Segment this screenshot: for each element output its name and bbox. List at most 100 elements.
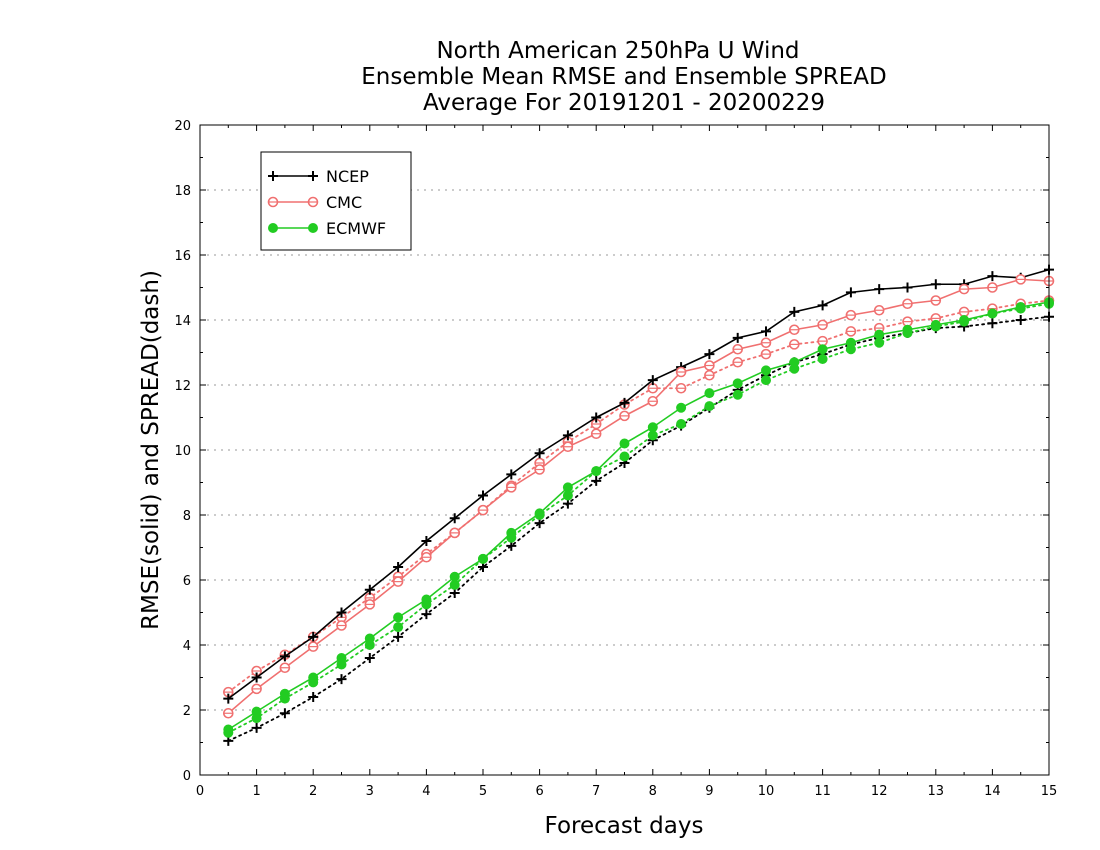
spread-point [1015, 315, 1026, 325]
rmse-line [227, 268, 1050, 700]
spread-line [227, 302, 1050, 734]
legend-label: CMC [326, 193, 362, 212]
rmse-point [279, 688, 290, 699]
series-ncep [223, 311, 1054, 746]
y-tick-label: 6 [183, 574, 191, 589]
rmse-point [789, 306, 800, 317]
legend-marker [268, 171, 278, 181]
rmse-point [591, 466, 602, 477]
spread-point [902, 316, 913, 327]
rmse-point [478, 553, 488, 564]
rmse-point [251, 672, 262, 683]
spread-point [675, 382, 687, 394]
rmse-point [421, 551, 432, 563]
chart-title-line-1: North American 250hPa U Wind [436, 38, 799, 64]
rmse-point [364, 584, 375, 595]
legend-marker [307, 196, 319, 208]
x-tick-label: 7 [592, 784, 600, 799]
rmse-point [534, 464, 545, 475]
x-tick-label: 14 [984, 784, 1001, 799]
rmse-point [223, 693, 234, 704]
x-tick-label: 10 [758, 784, 775, 799]
spread-line [227, 315, 1050, 742]
rmse-point [478, 490, 488, 501]
series-ecmwf [223, 298, 1054, 738]
series-ecmwf-rmse [223, 297, 1054, 735]
spread-point [308, 692, 319, 702]
rmse-point [987, 271, 998, 282]
x-tick-label: 9 [705, 784, 713, 799]
rmse-point [619, 410, 630, 422]
spread-point [393, 631, 404, 642]
legend-box [260, 151, 412, 251]
spread-point [364, 653, 375, 663]
series-cmc [223, 295, 1055, 698]
rmse-point [336, 653, 347, 663]
y-tick-label: 10 [174, 444, 191, 459]
legend: NCEP CMC ECMWF [260, 151, 412, 251]
spread-point [874, 337, 885, 348]
rmse-point [364, 599, 376, 610]
rmse-point [505, 482, 517, 493]
y-axis-label: RMSE(solid) and SPREAD(dash) [138, 270, 164, 630]
y-tick-label: 16 [174, 249, 191, 264]
rmse-point [647, 375, 658, 386]
legend-marker [308, 223, 318, 233]
rmse-point [845, 287, 856, 298]
rmse-point [959, 315, 970, 325]
legend-marker [267, 196, 279, 208]
y-tick-label: 8 [183, 509, 191, 524]
rmse-point [761, 326, 771, 337]
chart-title-line-2: Ensemble Mean RMSE and Ensemble SPREAD [361, 64, 886, 90]
x-tick-label: 15 [1041, 784, 1058, 799]
rmse-point [845, 309, 857, 321]
rmse-point [619, 397, 630, 408]
rmse-point [421, 536, 432, 546]
rmse-point [506, 469, 517, 480]
rmse-point [279, 662, 291, 674]
y-tick-label: 14 [174, 314, 191, 329]
rmse-point [223, 724, 234, 735]
chart-title-line-3: Average For 20191201 - 20200229 [423, 90, 825, 116]
rmse-point [760, 337, 772, 349]
rmse-point [930, 319, 941, 330]
rmse-point [534, 508, 545, 519]
rmse-point [987, 282, 998, 293]
spread-point [449, 579, 460, 590]
spread-point [760, 348, 772, 360]
rmse-point [874, 284, 885, 295]
y-tick-label: 18 [174, 184, 191, 199]
rmse-point [477, 504, 489, 516]
rmse-point [449, 527, 461, 539]
rmse-point [902, 324, 913, 335]
legend-entry-ncep: NCEP [268, 167, 369, 186]
rmse-point [1015, 302, 1026, 312]
spread-point [788, 339, 800, 350]
rmse-line [227, 301, 1050, 731]
rmse-point [930, 279, 941, 290]
spread-point [704, 369, 715, 381]
rmse-point [732, 378, 743, 389]
y-tick-label: 12 [174, 379, 191, 394]
rmse-point [704, 349, 715, 360]
series-cmc-rmse [223, 274, 1055, 719]
rmse-point [562, 430, 573, 441]
rmse-point [704, 388, 715, 399]
rmse-point [534, 448, 545, 459]
rmse-point [675, 366, 687, 378]
spread-point [817, 354, 828, 364]
rmse-point [308, 631, 319, 642]
rmse-point [307, 641, 319, 652]
y-tick-label: 2 [183, 704, 191, 719]
rmse-point [392, 576, 404, 587]
spread-point [987, 318, 998, 329]
rmse-point [930, 295, 942, 306]
x-tick-label: 3 [366, 784, 374, 799]
x-tick-label: 12 [871, 784, 888, 799]
rmse-point [449, 571, 460, 582]
rmse-point [647, 395, 659, 407]
spread-line [227, 299, 1050, 694]
y-axis: 0 2 4 6 8 10 12 14 16 18 20 [174, 119, 1049, 784]
rmse-point [308, 672, 319, 683]
series-layer [223, 264, 1055, 746]
